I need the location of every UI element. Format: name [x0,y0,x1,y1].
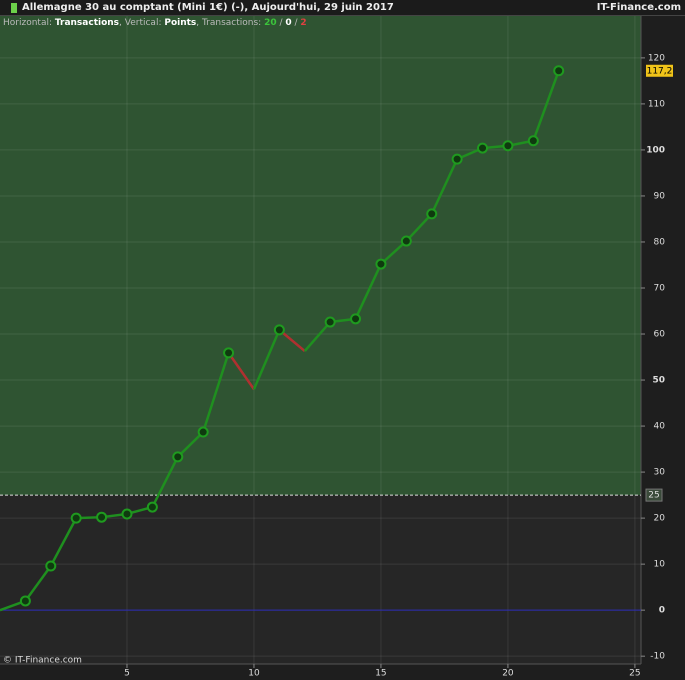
marker [19,595,31,607]
marker [273,324,285,336]
axis-area [641,16,685,664]
marker [96,511,108,523]
marker [121,508,133,520]
legend-part: 20 [264,18,277,28]
y-tick-label: 60 [654,330,666,340]
header: Allemagne 30 au comptant (Mini 1€) (-), … [0,0,685,16]
site: IT-Finance.com [596,2,681,13]
x-tick-label: 5 [124,669,130,679]
legend-part: Horizontal: [3,18,55,28]
y-tick-label: -10 [650,652,665,662]
threshold-label: 25 [648,491,659,501]
y-tick-label: 40 [654,422,666,432]
segment [24,565,52,602]
marker [324,316,336,328]
marker [400,235,412,247]
marker [426,208,438,220]
legend-part: 0 [285,18,292,28]
y-tick-label: 30 [654,468,666,478]
y-tick-label: 120 [648,53,665,63]
segment [227,352,255,390]
segment [405,213,433,242]
marker [350,313,362,325]
legend-part: Points [164,18,197,28]
segment [354,263,383,320]
legend-part: 2 [300,18,307,28]
marker [527,135,539,147]
marker [477,142,489,154]
segment [380,240,408,265]
marker [451,153,463,165]
x-tick-label: 10 [248,669,260,679]
segment [176,431,205,458]
footer: © IT-Finance.com [3,656,82,666]
x-tick-label: 25 [629,669,640,679]
legend-line: Horizontal: Transactions, Vertical: Poin… [3,17,307,29]
threshold-box [645,488,663,502]
legend-part: Transactions [54,18,120,28]
x-tick-label: 15 [375,669,386,679]
y-tick-label: 0 [659,606,665,616]
marker [223,347,235,359]
y-tick-label: 10 [654,560,666,570]
last-value-box [646,64,673,77]
segment [252,329,281,390]
y-tick-label: 20 [654,514,666,524]
legend-part: / [291,18,301,28]
marker [146,501,158,513]
marker [553,65,565,77]
marker [375,258,387,270]
segment [303,321,332,352]
last-value-label: 117,2 [647,66,673,76]
y-tick-label: 90 [654,191,666,201]
legend-part: , Vertical: [119,18,165,28]
title: Allemagne 30 au comptant (Mini 1€) (-), … [22,2,394,13]
segment [430,158,459,215]
marker [502,140,514,152]
segment [201,352,230,433]
y-tick-label: 50 [652,376,665,386]
y-tick-label: 70 [654,283,666,293]
y-tick-label: 110 [648,99,665,109]
legend-part: / [276,18,286,28]
segment [532,70,560,142]
marker [45,560,57,572]
marker [70,512,82,524]
segment [49,517,78,567]
marker [172,451,184,463]
y-tick-label: 100 [646,145,665,155]
segment [278,328,306,353]
legend-part: , Transactions: [196,18,265,28]
plot-above [0,16,641,496]
y-tick-label: 80 [654,237,666,247]
segment [151,456,179,508]
marker [197,426,209,438]
icon [11,3,17,13]
x-tick-label: 20 [502,669,514,679]
